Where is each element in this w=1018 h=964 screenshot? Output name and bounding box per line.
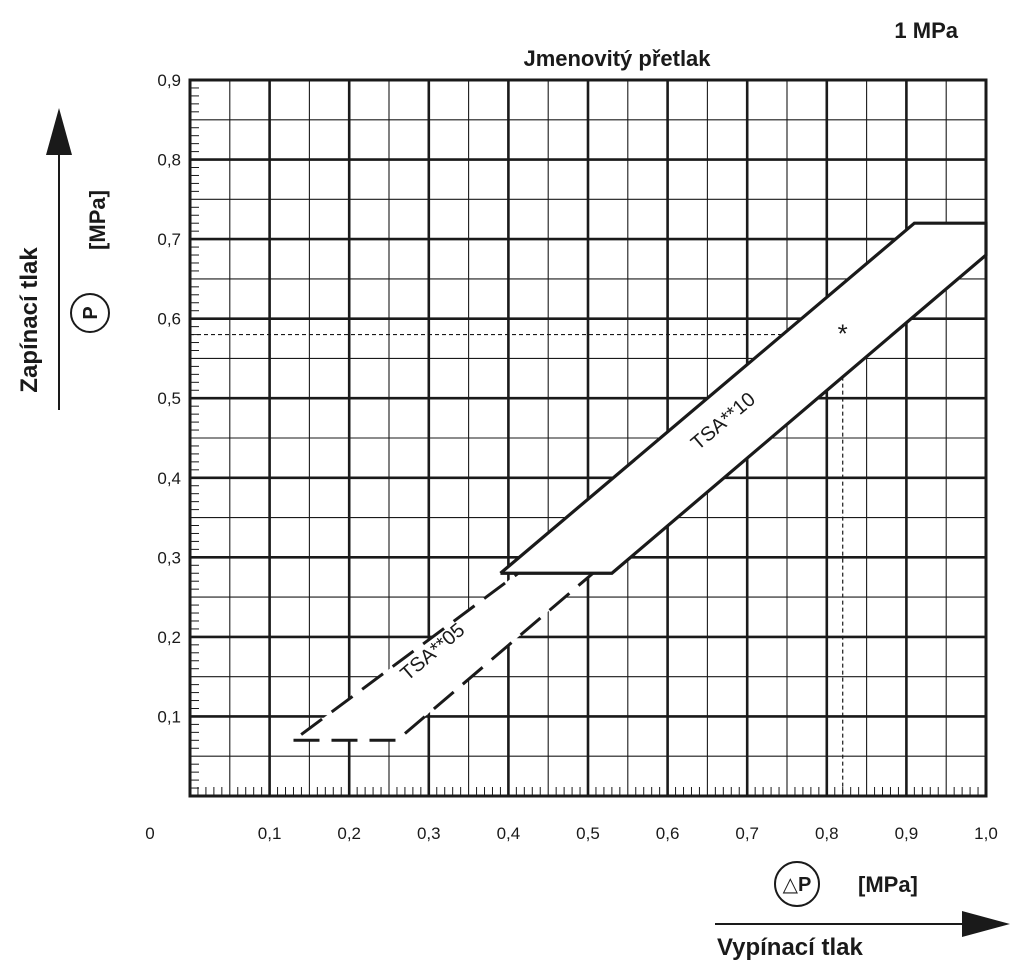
y-axis-label: Zapínací tlak (16, 247, 43, 393)
x-axis-title-block: △P [MPa] Vypínací tlak (715, 861, 1010, 961)
chart-grid (190, 80, 986, 796)
y-tick-label: 0,1 (157, 707, 181, 726)
y-axis-unit: [MPa] (85, 190, 110, 250)
x-tick-label: 0,3 (417, 824, 441, 843)
x-symbol: △P (783, 874, 812, 896)
y-axis-arrow-head (46, 108, 72, 155)
y-symbol: P (80, 306, 102, 319)
x-axis-arrow-head (962, 911, 1010, 937)
plot-frame (188, 78, 988, 798)
axis-ticks: 0,1 0,2 0,3 0,4 0,5 0,6 0,7 0,8 0,9 1,0 0,1 0,2 0,3 0… (157, 71, 997, 843)
x-tick-label: 0,2 (337, 824, 361, 843)
y-tick-label: 0,2 (157, 628, 181, 647)
x-axis-unit: [MPa] (858, 872, 918, 897)
x-symbol-circle (774, 861, 820, 907)
x-tick-label: 0,5 (576, 824, 600, 843)
y-tick-label: 0,9 (157, 71, 181, 90)
x-axis-label: Vypínací tlak (717, 934, 863, 961)
x-tick-label: 0,9 (895, 824, 919, 843)
origin-label: 0 (145, 824, 154, 843)
y-tick-label: 0,4 (157, 469, 181, 488)
y-tick-label: 0,3 (157, 548, 181, 567)
x-tick-label: 0,7 (735, 824, 759, 843)
x-tick-label: 0,8 (815, 824, 839, 843)
chart-subtitle: 1 MPa (894, 18, 958, 43)
x-tick-label: 1,0 (974, 824, 998, 843)
y-tick-label: 0,5 (157, 389, 181, 408)
x-tick-label: 0,1 (258, 824, 282, 843)
chart-title: Jmenovitý přetlak (523, 46, 711, 71)
x-tick-label: 0,4 (497, 824, 521, 843)
example-point-marker: * (838, 319, 848, 349)
y-tick-label: 0,6 (157, 310, 181, 329)
y-tick-label: 0,8 (157, 151, 181, 170)
y-symbol-circle (70, 293, 110, 333)
y-tick-label: 0,7 (157, 230, 181, 249)
y-axis-title-block: Zapínací tlak P [MPa] (16, 108, 110, 410)
x-tick-label: 0,6 (656, 824, 680, 843)
